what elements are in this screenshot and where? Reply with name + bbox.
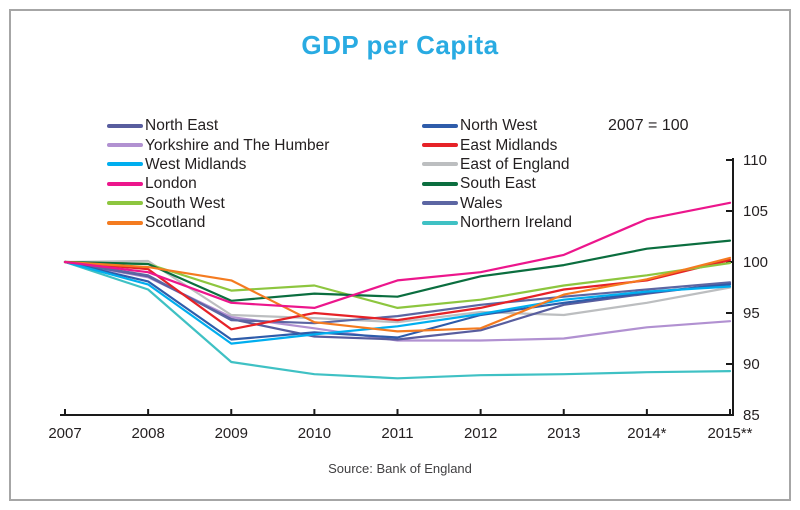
legend-swatch-yorkshire-and-the-humber <box>107 143 143 148</box>
x-axis-label-2011: 2011 <box>381 425 413 442</box>
legend-item-north-west: North West <box>422 116 572 135</box>
legend-swatch-northern-ireland <box>422 220 458 225</box>
legend-item-scotland: Scotland <box>107 213 329 232</box>
legend-item-northern-ireland: Northern Ireland <box>422 213 572 232</box>
legend-label-north-east: North East <box>145 117 219 135</box>
legend-swatch-east-midlands <box>422 143 458 148</box>
legend-swatch-west-midlands <box>107 162 143 167</box>
x-axis-label-2008: 2008 <box>131 425 164 442</box>
line-series-east-of-england <box>63 259 732 324</box>
legend-label-scotland: Scotland <box>145 214 206 232</box>
line-series-south-east <box>63 239 732 302</box>
line-series-west-midlands <box>63 260 732 345</box>
line-series-northern-ireland <box>63 260 732 380</box>
line-series-scotland <box>63 256 732 333</box>
legend-swatch-wales <box>422 201 458 206</box>
line-series-south-west <box>63 260 732 309</box>
index-base-annotation: 2007 = 100 <box>608 117 689 134</box>
legend-swatch-london <box>107 181 143 186</box>
y-axis-label-95: 95 <box>743 305 760 322</box>
x-axis-label-2013: 2013 <box>547 425 580 442</box>
legend-swatch-east-of-england <box>422 162 458 167</box>
legend-swatch-north-east <box>107 123 143 128</box>
y-axis-label-100: 100 <box>743 254 768 271</box>
legend-item-north-east: North East <box>107 116 329 135</box>
legend-right-column: North West East Midlands East of England So… <box>422 116 572 232</box>
x-axis-label-2009: 2009 <box>215 425 248 442</box>
legend-item-west-midlands: West Midlands <box>107 155 329 174</box>
legend-label-west-midlands: West Midlands <box>145 155 247 173</box>
legend-label-east-of-england: East of England <box>460 155 570 173</box>
y-axis-label-105: 105 <box>743 203 768 220</box>
legend-item-south-east: South East <box>422 174 572 193</box>
legend-item-wales: Wales <box>422 194 572 213</box>
legend-item-yorkshire-and-the-humber: Yorkshire and The Humber <box>107 135 329 154</box>
y-axis-label-90: 90 <box>743 356 760 373</box>
legend-label-yorkshire-and-the-humber: Yorkshire and The Humber <box>145 136 330 154</box>
x-axis-label-2015: 2015** <box>707 425 752 442</box>
legend-item-east-midlands: East Midlands <box>422 135 572 154</box>
y-axis-label-110: 110 <box>743 152 767 169</box>
legend-label-south-west: South West <box>145 194 225 212</box>
x-axis-label-2014: 2014* <box>627 425 666 442</box>
line-series-north-west <box>63 260 732 341</box>
outer-border-frame <box>9 9 791 501</box>
line-series-london <box>63 201 732 309</box>
legend-label-london: London <box>145 175 197 193</box>
legend-swatch-scotland <box>107 220 143 225</box>
x-axis-label-2012: 2012 <box>464 425 497 442</box>
legend-swatch-south-west <box>107 201 143 206</box>
legend-label-northern-ireland: Northern Ireland <box>460 214 573 232</box>
legend-item-london: London <box>107 174 329 193</box>
legend-label-north-west: North West <box>460 117 538 135</box>
legend-label-wales: Wales <box>460 194 503 212</box>
x-axis-label-2010: 2010 <box>298 425 331 442</box>
legend-item-south-west: South West <box>107 194 329 213</box>
y-axis-label-85: 85 <box>743 407 760 424</box>
chart-title: GDP per Capita <box>301 30 499 60</box>
line-series-yorkshire-and-the-humber <box>63 260 732 342</box>
x-axis-label-2007: 2007 <box>48 425 81 442</box>
line-series-north-east <box>63 260 732 341</box>
legend-item-east-of-england: East of England <box>422 155 572 174</box>
legend-swatch-north-west <box>422 123 458 128</box>
legend-left-column: North East Yorkshire and The Humber West M… <box>107 116 329 232</box>
source-caption: Source: Bank of England <box>328 461 472 476</box>
legend-label-east-midlands: East Midlands <box>460 136 558 154</box>
legend-swatch-south-east <box>422 181 458 186</box>
legend-label-south-east: South East <box>460 175 536 193</box>
